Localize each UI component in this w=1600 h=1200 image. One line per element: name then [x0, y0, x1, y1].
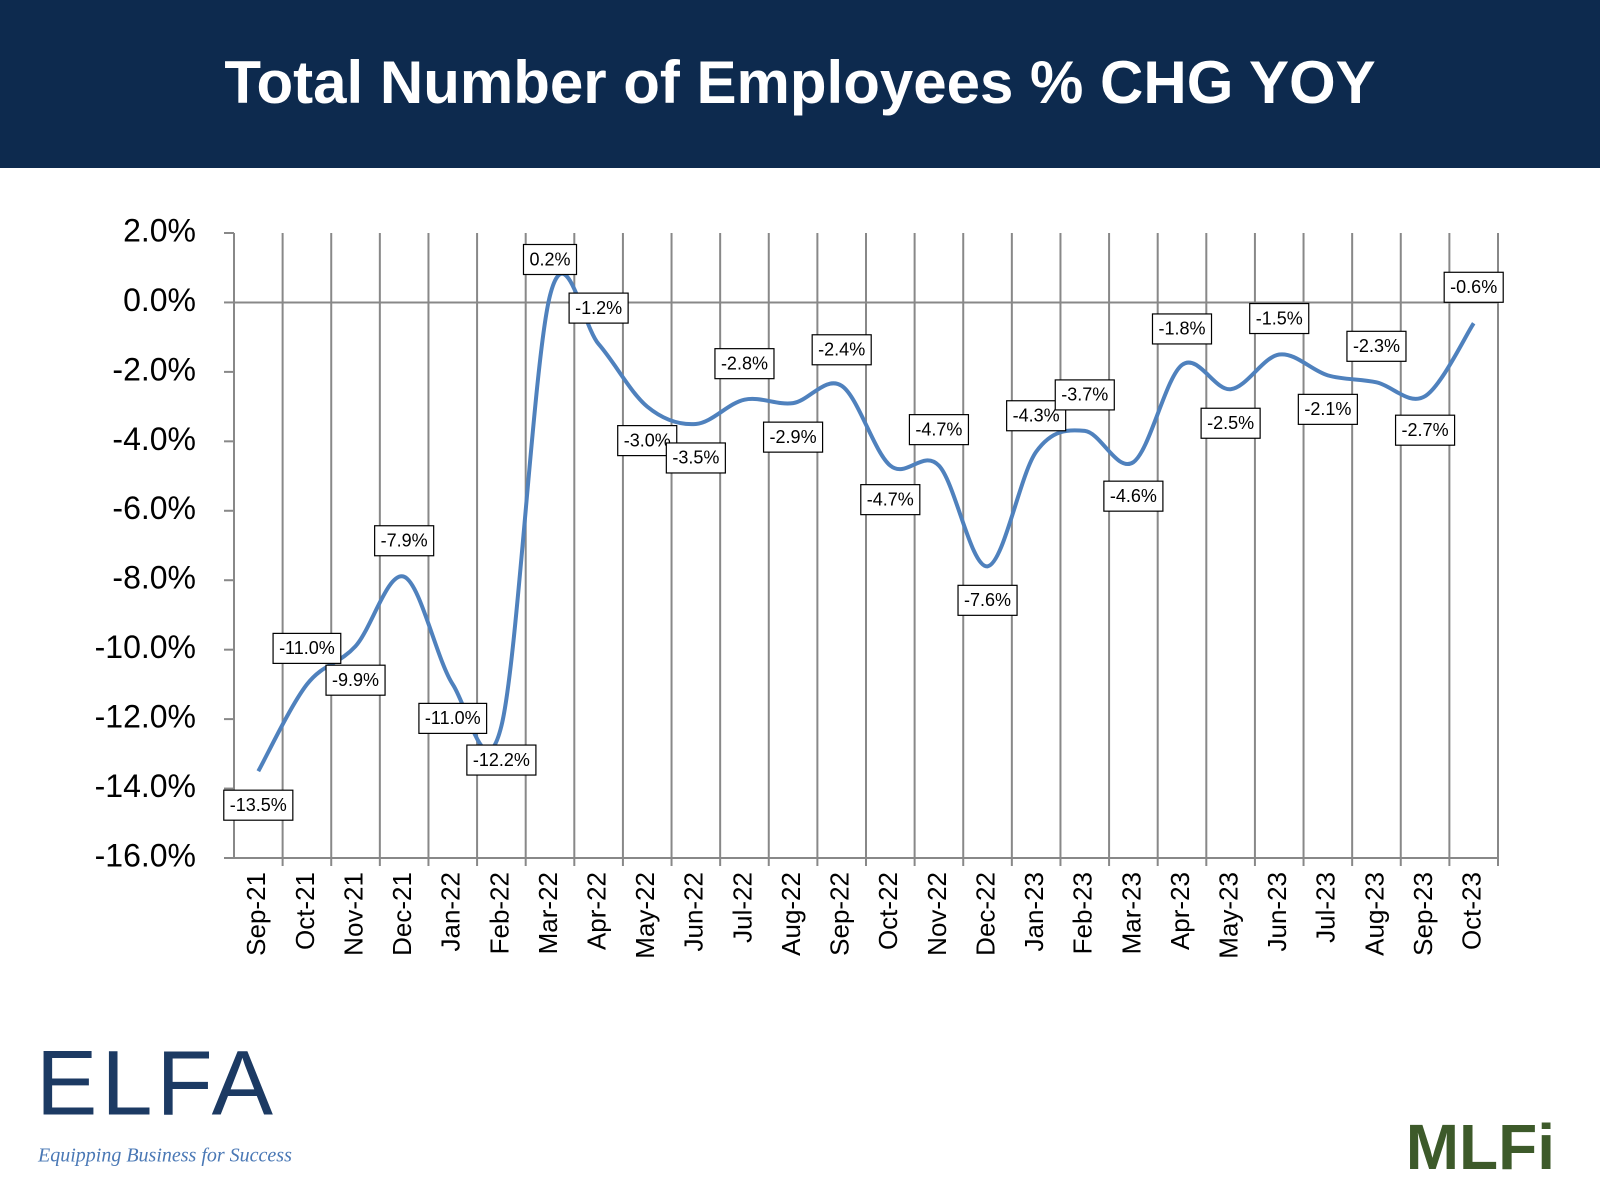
- data-label-box: [1394, 414, 1456, 446]
- x-tick-label: May-22: [630, 872, 660, 959]
- data-label: -7.6%: [964, 590, 1011, 610]
- data-label-box: [1249, 302, 1310, 335]
- data-label-box: [714, 348, 775, 380]
- data-label: -3.5%: [672, 448, 719, 468]
- logo-right: MLFi: [1406, 1111, 1555, 1183]
- data-label-box: [762, 421, 824, 453]
- data-label-box: [1151, 313, 1213, 345]
- data-label: -4.7%: [867, 489, 914, 509]
- x-tick-label: Aug-23: [1359, 872, 1389, 956]
- data-label-box: [665, 442, 726, 474]
- x-tick-label: Nov-21: [338, 872, 368, 956]
- data-label-box: [1297, 393, 1358, 425]
- data-label-box: [466, 744, 537, 776]
- y-tick-label: -2.0%: [112, 351, 196, 387]
- data-label: -1.5%: [1256, 308, 1303, 328]
- data-label: -4.6%: [1110, 486, 1157, 506]
- data-label-box: [272, 632, 342, 664]
- x-tick-label: Oct-21: [290, 872, 320, 950]
- data-label-box: [1346, 330, 1407, 362]
- x-tick-label: Oct-22: [873, 872, 903, 950]
- data-label-box: [1103, 480, 1164, 512]
- x-tick-label: Mar-22: [533, 872, 563, 954]
- data-label: -1.2%: [575, 298, 622, 318]
- x-tick-label: Sep-22: [825, 872, 855, 956]
- x-tick-label: May-23: [1213, 872, 1243, 959]
- y-tick-label: 0.0%: [123, 282, 196, 318]
- data-label: -13.5%: [230, 795, 287, 815]
- data-label: -11.0%: [279, 638, 335, 658]
- data-label-box: [908, 414, 970, 446]
- data-label: -11.0%: [425, 708, 481, 728]
- data-label-box: [957, 584, 1018, 616]
- data-label: -2.8%: [721, 353, 768, 373]
- y-tick-label: -6.0%: [112, 490, 196, 526]
- data-label-box: [1200, 407, 1261, 439]
- data-label-box: [325, 664, 386, 696]
- chart-title: Total Number of Employees % CHG YOY: [224, 49, 1375, 116]
- x-tick-label: Jan-23: [1019, 872, 1049, 952]
- y-tick-label: -10.0%: [95, 629, 196, 665]
- data-line: [256, 271, 1476, 773]
- y-tick-label: 2.0%: [123, 212, 196, 248]
- data-label: 0.2%: [529, 249, 570, 269]
- data-label: -2.9%: [770, 427, 817, 447]
- data-label: -3.7%: [1061, 385, 1108, 405]
- data-label-box: [1443, 271, 1504, 303]
- x-tick-label: Dec-22: [970, 872, 1000, 956]
- data-label-box: [1054, 379, 1115, 411]
- data-label: -4.7%: [915, 419, 962, 439]
- x-tick-label: Jul-22: [727, 872, 757, 943]
- x-tick-label: Jun-23: [1262, 872, 1292, 952]
- data-label-box: [811, 334, 872, 366]
- x-tick-label: Sep-21: [241, 872, 271, 956]
- header-band: [0, 0, 1600, 168]
- data-label-box: [223, 789, 294, 821]
- x-tick-label: Jan-22: [436, 872, 466, 952]
- y-tick-label: -16.0%: [95, 837, 196, 873]
- x-tick-label: Nov-22: [922, 872, 952, 956]
- data-label: -2.5%: [1207, 413, 1254, 433]
- x-tick-label: Aug-22: [776, 872, 806, 956]
- x-tick-label: Sep-23: [1408, 872, 1438, 956]
- plot: 2.0% 0.0% -2.0% -4.0% -6.0% -8.0% -10.0% -12.0%…: [95, 212, 1504, 959]
- data-label: -2.1%: [1304, 399, 1351, 419]
- data-label: -7.9%: [381, 531, 428, 551]
- data-label: -1.8%: [1158, 319, 1205, 339]
- data-label: -0.6%: [1450, 277, 1497, 297]
- data-label: -9.9%: [332, 670, 379, 690]
- logo-left: ELFA: [36, 1032, 277, 1134]
- data-label-box: [522, 243, 578, 276]
- data-label-box: [860, 484, 921, 516]
- x-tick-label: Dec-21: [387, 872, 417, 956]
- data-label-box: [374, 525, 435, 557]
- data-label-box: [568, 292, 629, 324]
- data-label: -3.0%: [624, 430, 671, 450]
- y-tick-label: -14.0%: [95, 768, 196, 804]
- data-label: -2.7%: [1402, 420, 1449, 440]
- x-tick-label: Jun-22: [679, 872, 709, 952]
- y-tick-label: -12.0%: [95, 699, 196, 735]
- data-label: -4.3%: [1013, 406, 1060, 426]
- x-tick-label: Feb-22: [484, 872, 514, 954]
- x-tick-label: Mar-23: [1116, 872, 1146, 954]
- x-tick-label: Apr-23: [1165, 872, 1195, 950]
- data-label: -2.4%: [818, 340, 865, 360]
- data-label-box: [418, 702, 488, 734]
- data-label: -12.2%: [473, 750, 530, 770]
- y-tick-label: -4.0%: [112, 421, 196, 457]
- x-tick-label: Apr-22: [581, 872, 611, 950]
- x-tick-label: Feb-23: [1068, 872, 1098, 954]
- x-tick-label: Oct-23: [1457, 872, 1487, 950]
- x-tick-label: Jul-23: [1311, 872, 1341, 943]
- y-tick-label: -8.0%: [112, 560, 196, 596]
- data-label: -2.3%: [1353, 336, 1400, 356]
- logo-tagline: Equipping Business for Success: [37, 1145, 292, 1167]
